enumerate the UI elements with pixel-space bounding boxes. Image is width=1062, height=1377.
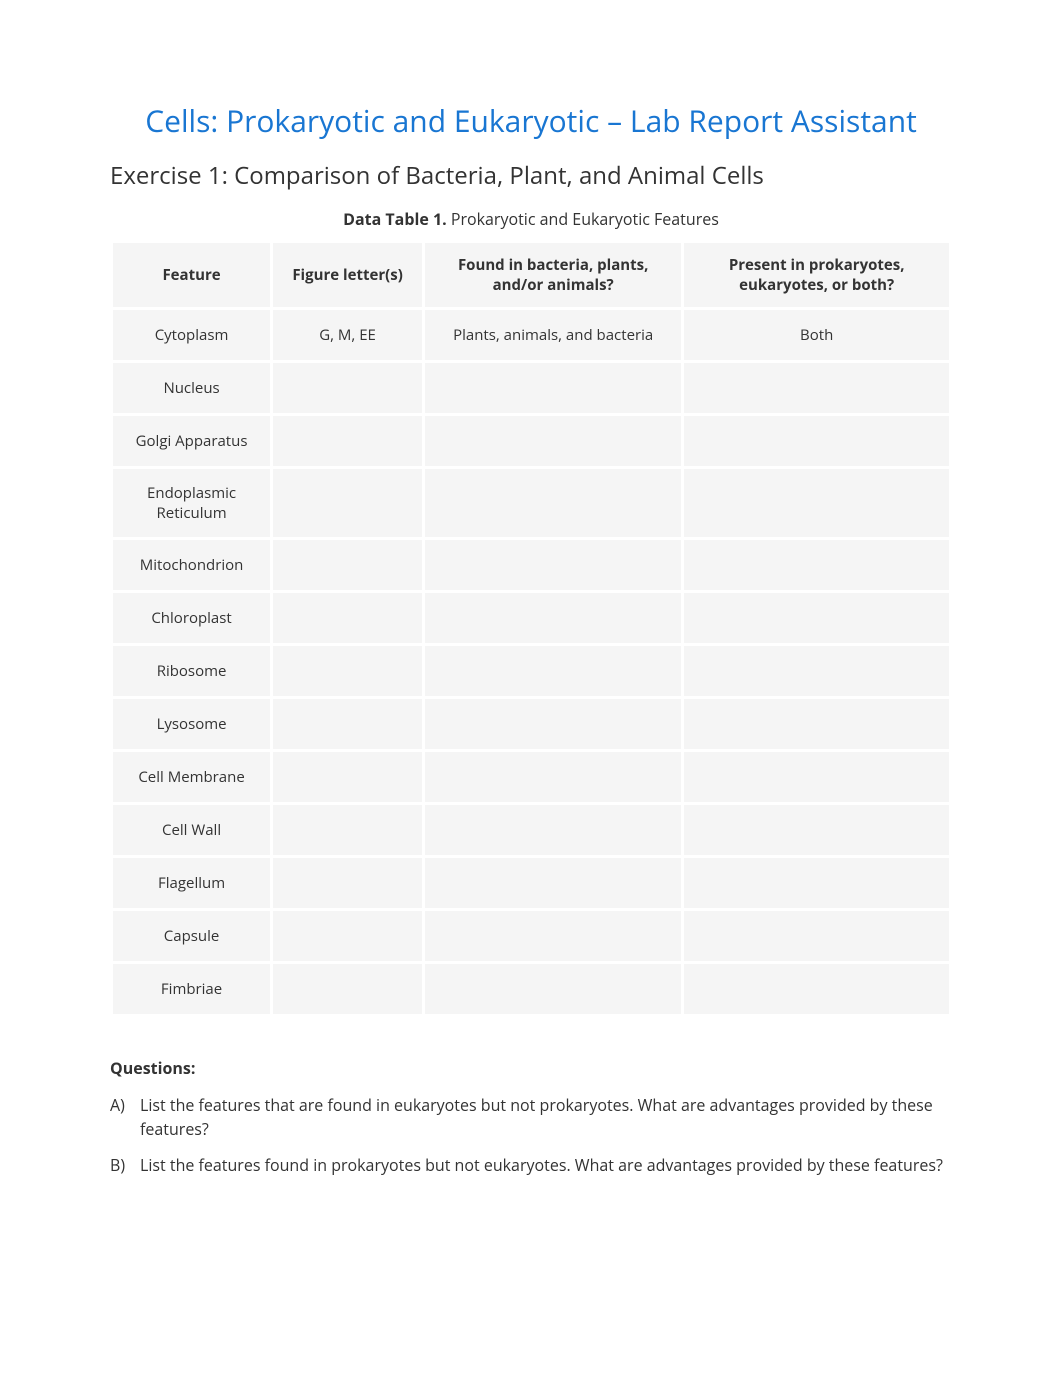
cell-figure [273,911,422,961]
cell-feature: Endoplasmic Reticulum [113,469,270,537]
question-text: List the features found in prokaryotes b… [140,1154,943,1176]
cell-figure [273,540,422,590]
table-row: Fimbriae [113,964,949,1014]
questions-heading: Questions: [110,1057,952,1079]
header-found: Found in bacteria, plants, and/or animal… [425,243,681,307]
table-row: Mitochondrion [113,540,949,590]
table-row: Cytoplasm G, M, EE Plants, animals, and … [113,310,949,360]
cell-found [425,363,681,413]
cell-figure [273,964,422,1014]
cell-present [684,646,949,696]
table-caption: Data Table 1. Prokaryotic and Eukaryotic… [110,208,952,230]
cell-found [425,469,681,537]
cell-figure [273,699,422,749]
cell-present [684,805,949,855]
exercise-title: Exercise 1: Comparison of Bacteria, Plan… [110,159,952,192]
table-header-row: Feature Figure letter(s) Found in bacter… [113,243,949,307]
table-row: Nucleus [113,363,949,413]
question-item: A) List the features that are found in e… [110,1093,952,1141]
question-item: B) List the features found in prokaryote… [110,1153,952,1177]
cell-feature: Mitochondrion [113,540,270,590]
cell-feature: Golgi Apparatus [113,416,270,466]
table-row: Lysosome [113,699,949,749]
table-caption-rest: Prokaryotic and Eukaryotic Features [447,208,719,230]
cell-found [425,416,681,466]
table-row: Capsule [113,911,949,961]
cell-present [684,858,949,908]
cell-found [425,964,681,1014]
question-marker: B) [110,1153,125,1177]
cell-found [425,699,681,749]
cell-figure [273,858,422,908]
cell-figure [273,646,422,696]
table-row: Cell Membrane [113,752,949,802]
cell-present [684,752,949,802]
table-body: Cytoplasm G, M, EE Plants, animals, and … [113,310,949,1014]
cell-present [684,540,949,590]
cell-present [684,469,949,537]
table-row: Chloroplast [113,593,949,643]
cell-feature: Cell Wall [113,805,270,855]
cell-feature: Fimbriae [113,964,270,1014]
cell-figure [273,752,422,802]
header-figure: Figure letter(s) [273,243,422,307]
questions-list: A) List the features that are found in e… [110,1093,952,1177]
cell-present [684,593,949,643]
question-text: List the features that are found in euka… [140,1094,933,1140]
header-feature: Feature [113,243,270,307]
cell-figure [273,469,422,537]
cell-figure [273,416,422,466]
cell-found [425,593,681,643]
cell-feature: Capsule [113,911,270,961]
table-row: Endoplasmic Reticulum [113,469,949,537]
cell-found [425,540,681,590]
cell-present [684,699,949,749]
cell-figure [273,363,422,413]
question-marker: A) [110,1093,125,1117]
cell-present: Both [684,310,949,360]
cell-present [684,416,949,466]
cell-found: Plants, animals, and bacteria [425,310,681,360]
cell-found [425,805,681,855]
table-row: Golgi Apparatus [113,416,949,466]
cell-found [425,646,681,696]
cell-feature: Lysosome [113,699,270,749]
table-caption-bold: Data Table 1. [343,208,447,230]
cell-present [684,964,949,1014]
cell-present [684,363,949,413]
cell-figure [273,593,422,643]
header-present: Present in prokaryotes, eukaryotes, or b… [684,243,949,307]
cell-feature: Nucleus [113,363,270,413]
cell-figure [273,805,422,855]
cell-present [684,911,949,961]
cell-found [425,858,681,908]
cell-feature: Ribosome [113,646,270,696]
table-row: Cell Wall [113,805,949,855]
cell-feature: Cytoplasm [113,310,270,360]
cell-figure: G, M, EE [273,310,422,360]
main-title: Cells: Prokaryotic and Eukaryotic – Lab … [110,100,952,141]
cell-found [425,752,681,802]
cell-feature: Cell Membrane [113,752,270,802]
cell-feature: Chloroplast [113,593,270,643]
cell-found [425,911,681,961]
table-row: Ribosome [113,646,949,696]
data-table: Feature Figure letter(s) Found in bacter… [110,240,952,1017]
table-row: Flagellum [113,858,949,908]
cell-feature: Flagellum [113,858,270,908]
